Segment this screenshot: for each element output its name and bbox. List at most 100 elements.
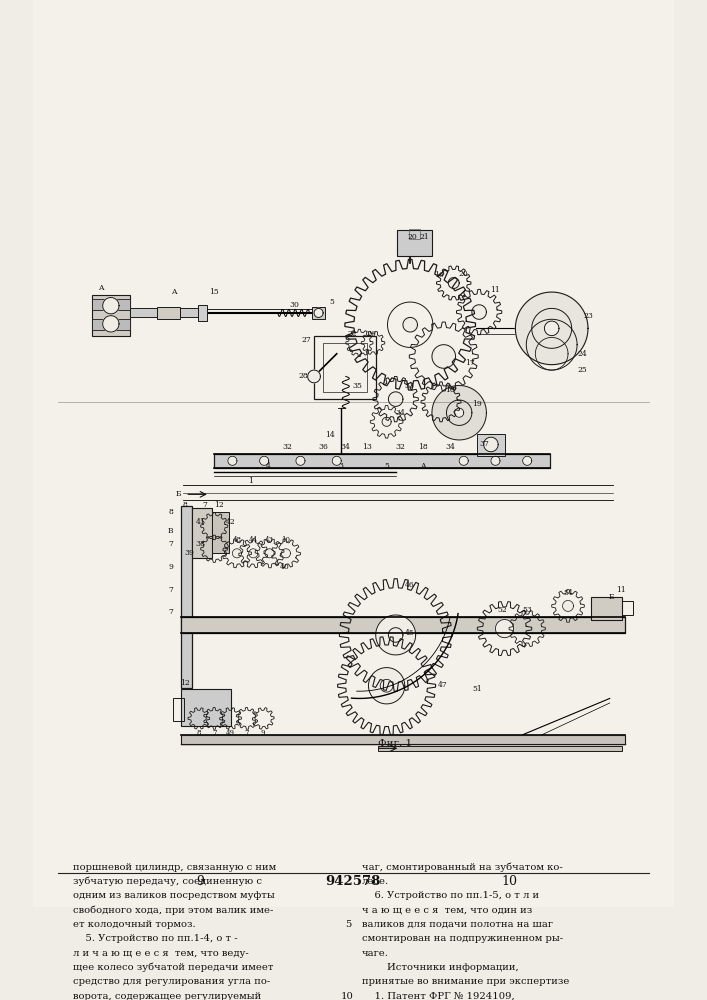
Text: Источники информации,: Источники информации, (362, 963, 519, 972)
Text: щее колесо зубчатой передачи имеет: щее колесо зубчатой передачи имеет (73, 963, 274, 972)
Text: 34: 34 (341, 443, 351, 451)
Text: A: A (420, 462, 426, 470)
Text: 49: 49 (226, 729, 235, 737)
Text: 13: 13 (362, 443, 372, 451)
Text: 24: 24 (578, 350, 588, 358)
Text: 9: 9 (197, 875, 204, 888)
Bar (180, 308, 198, 317)
Text: 18: 18 (418, 443, 428, 451)
Polygon shape (448, 278, 459, 288)
Bar (214, 454, 550, 468)
Text: 40: 40 (280, 563, 290, 571)
Text: чаге.: чаге. (362, 949, 389, 958)
Text: 10: 10 (340, 992, 353, 1000)
Bar (591, 597, 622, 620)
Text: 7: 7 (212, 729, 216, 737)
Bar (173, 698, 185, 721)
Text: 41: 41 (196, 518, 206, 526)
Text: 6. Устройство по пп.1-5, о т л и: 6. Устройство по пп.1-5, о т л и (362, 891, 539, 900)
Text: 7: 7 (168, 608, 173, 616)
Text: 15: 15 (209, 288, 219, 296)
Text: Фиг. 1: Фиг. 1 (378, 739, 411, 748)
Polygon shape (368, 668, 404, 704)
Text: 47: 47 (438, 681, 448, 689)
Text: 3: 3 (339, 462, 344, 470)
Text: 10: 10 (281, 536, 291, 544)
Polygon shape (281, 549, 291, 558)
Text: принятые во внимание при экспертизе: принятые во внимание при экспертизе (362, 977, 570, 986)
Polygon shape (382, 417, 391, 426)
Text: ет колодочный тормоз.: ет колодочный тормоз. (73, 920, 195, 929)
Text: чаг, смонтированный на зубчатом ко-: чаг, смонтированный на зубчатом ко- (362, 863, 563, 872)
Text: 14: 14 (325, 431, 335, 439)
Text: 45: 45 (404, 629, 414, 637)
Text: 34: 34 (445, 443, 455, 451)
Polygon shape (380, 679, 393, 692)
Polygon shape (432, 386, 486, 440)
Text: Б: Б (609, 593, 614, 601)
Polygon shape (233, 549, 242, 558)
Text: 23: 23 (583, 312, 593, 320)
Text: 34: 34 (395, 409, 405, 417)
Text: 27: 27 (302, 336, 312, 344)
Bar (92, 295, 130, 336)
Bar (92, 299, 130, 310)
Text: 18: 18 (445, 386, 455, 394)
Polygon shape (249, 549, 258, 558)
Polygon shape (491, 456, 500, 465)
Text: 52: 52 (498, 606, 508, 614)
Text: 38: 38 (196, 540, 206, 548)
Bar (192, 508, 211, 558)
Text: 53: 53 (522, 606, 532, 614)
Text: 25: 25 (578, 366, 588, 374)
Text: свободного хода, при этом валик име-: свободного хода, при этом валик име- (73, 906, 273, 915)
Bar (323, 343, 367, 392)
Polygon shape (563, 600, 573, 611)
Text: A: A (170, 288, 176, 296)
Bar (130, 308, 157, 317)
Text: 10: 10 (501, 875, 517, 888)
Polygon shape (308, 370, 320, 383)
Polygon shape (496, 620, 513, 638)
Text: ворота, содержащее регулируемый: ворота, содержащее регулируемый (73, 992, 261, 1000)
Polygon shape (103, 316, 119, 332)
Text: 43: 43 (265, 536, 274, 544)
Polygon shape (228, 456, 237, 465)
Text: л и ч а ю щ е е с я  тем, что веду-: л и ч а ю щ е е с я тем, что веду- (73, 949, 249, 958)
Text: 12: 12 (180, 679, 190, 687)
Text: поршневой цилиндр, связанную с ним: поршневой цилиндр, связанную с ним (73, 863, 276, 872)
Polygon shape (515, 292, 588, 365)
Bar (378, 746, 622, 751)
Bar (409, 229, 420, 239)
Text: A: A (98, 284, 104, 292)
Polygon shape (332, 456, 341, 465)
Polygon shape (455, 408, 464, 417)
Text: 20: 20 (459, 270, 469, 278)
Text: В: В (168, 527, 173, 535)
Text: 16: 16 (434, 271, 444, 279)
Text: лесе.: лесе. (362, 877, 390, 886)
Polygon shape (544, 321, 559, 336)
Polygon shape (388, 628, 403, 642)
Text: 17: 17 (465, 359, 475, 367)
Text: 35: 35 (353, 382, 363, 390)
Text: 942578: 942578 (325, 875, 380, 888)
Text: 8: 8 (183, 501, 187, 509)
Polygon shape (459, 456, 468, 465)
Text: одним из валиков посредством муфты: одним из валиков посредством муфты (73, 891, 274, 900)
Polygon shape (472, 305, 486, 319)
Text: 22: 22 (347, 330, 357, 338)
Text: 5. Устройство по пп.1-4, о т -: 5. Устройство по пп.1-4, о т - (73, 934, 238, 943)
Text: 48: 48 (233, 536, 242, 544)
Polygon shape (265, 549, 274, 558)
Text: 46: 46 (404, 581, 414, 589)
Text: 28: 28 (298, 372, 308, 380)
Text: средство для регулирования угла по-: средство для регулирования угла по- (73, 977, 270, 986)
Text: 21: 21 (420, 233, 430, 241)
Polygon shape (296, 456, 305, 465)
Text: 11: 11 (616, 586, 626, 594)
Text: 8: 8 (168, 508, 173, 516)
Text: 44: 44 (249, 536, 258, 544)
Text: 7: 7 (203, 501, 208, 509)
Text: 9: 9 (261, 729, 266, 737)
